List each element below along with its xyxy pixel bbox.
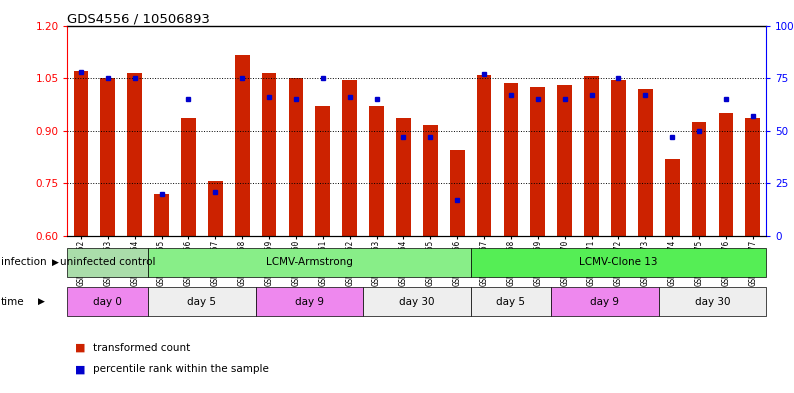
Bar [471,248,766,277]
Bar [342,80,357,236]
Bar [181,118,196,236]
Bar [288,78,303,236]
Text: ■: ■ [75,343,86,353]
Bar [148,287,256,316]
Bar [551,287,659,316]
Bar [476,75,491,236]
Bar [665,159,680,236]
Bar [423,125,437,236]
Bar [67,248,148,277]
Bar [369,106,384,236]
Bar [471,287,551,316]
Bar [235,55,249,236]
Text: ■: ■ [75,364,86,375]
Bar [315,106,330,236]
Bar [503,83,518,236]
Bar [256,287,363,316]
Text: day 5: day 5 [496,297,526,307]
Bar [363,287,471,316]
Bar [74,71,88,236]
Text: day 0: day 0 [94,297,122,307]
Bar [719,113,734,236]
Bar [746,118,760,236]
Text: LCMV-Clone 13: LCMV-Clone 13 [579,257,657,267]
Text: ▶: ▶ [38,297,45,306]
Text: infection: infection [1,257,46,267]
Text: LCMV-Armstrong: LCMV-Armstrong [266,257,353,267]
Bar [148,248,471,277]
Bar [692,122,707,236]
Text: time: time [1,297,25,307]
Bar [262,73,276,236]
Bar [208,182,222,236]
Text: day 30: day 30 [399,297,434,307]
Text: day 9: day 9 [295,297,324,307]
Text: transformed count: transformed count [93,343,190,353]
Text: day 9: day 9 [591,297,619,307]
Bar [659,287,766,316]
Bar [638,88,653,236]
Bar [557,85,572,236]
Text: percentile rank within the sample: percentile rank within the sample [93,364,269,375]
Bar [449,150,464,236]
Bar [396,118,410,236]
Bar [530,87,545,236]
Text: GDS4556 / 10506893: GDS4556 / 10506893 [67,13,210,26]
Text: ▶: ▶ [52,258,60,267]
Bar [611,80,626,236]
Bar [127,73,142,236]
Text: day 30: day 30 [695,297,730,307]
Text: uninfected control: uninfected control [60,257,156,267]
Bar [67,287,148,316]
Text: day 5: day 5 [187,297,216,307]
Bar [154,194,169,236]
Bar [100,78,115,236]
Bar [584,76,599,236]
